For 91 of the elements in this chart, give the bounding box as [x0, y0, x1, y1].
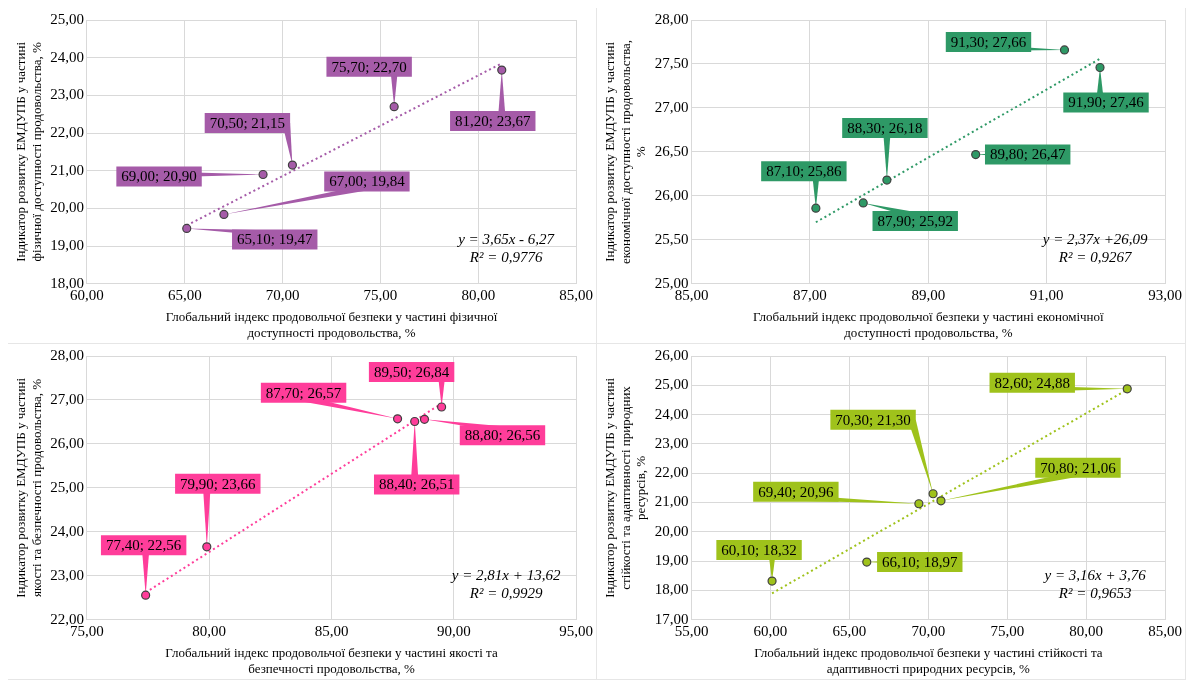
x-tick-label: 80,00: [1069, 622, 1104, 639]
y-tick-label: 25,00: [50, 478, 84, 495]
annotation: y = 3,65x - 6,27: [456, 230, 556, 247]
x-tick-label: 91,00: [1029, 286, 1064, 303]
x-axis-title: Глобальний індекс продовольчої безпеки у частині фізичної доступності продовольства, %: [165, 309, 498, 340]
y-tick-label: 18,00: [654, 581, 689, 598]
x-tick-label: 60,00: [753, 622, 788, 639]
y-tick-label: 22,00: [50, 610, 84, 627]
annotation: y = 2,81x + 13,62: [449, 566, 561, 583]
y-tick-label: 20,00: [50, 199, 84, 216]
x-axis-title: Глобальний індекс продовольчої безпеки у частині економічної доступності продовольства, %: [753, 309, 1104, 340]
y-tick-label: 23,00: [50, 86, 84, 103]
y-tick-label: 26,00: [654, 346, 689, 363]
y-tick-label: 22,00: [654, 464, 689, 481]
data-label: 70,30; 21,30: [835, 411, 911, 428]
x-tick-label: 85,00: [1148, 622, 1182, 639]
y-tick-label: 21,00: [654, 493, 689, 510]
y-tick-label: 25,00: [654, 274, 689, 291]
x-tick-label: 90,00: [436, 622, 471, 639]
x-tick-label: 70,00: [911, 622, 946, 639]
data-label: 79,90; 23,66: [180, 475, 256, 492]
y-tick-label: 19,00: [50, 237, 84, 254]
y-tick-label: 27,00: [50, 390, 84, 407]
data-label: 89,50; 26,84: [373, 363, 450, 380]
data-label: 91,90; 27,46: [1068, 94, 1145, 111]
x-tick-label: 80,00: [192, 622, 227, 639]
y-tick-label: 26,00: [50, 434, 84, 451]
y-axis-title: Індикатор розвитку ЕМДУПБ у частині стійкості та адаптивності природних ресурсів, %: [602, 377, 649, 598]
y-tick-label: 23,00: [50, 566, 84, 583]
x-tick-label: 75,00: [990, 622, 1025, 639]
data-label: 66,10; 18,97: [882, 553, 958, 570]
y-tick-label: 26,50: [654, 142, 689, 159]
x-tick-label: 75,00: [363, 286, 398, 303]
y-tick-label: 24,00: [50, 48, 84, 65]
y-tick-label: 25,50: [654, 230, 689, 247]
annotation: R² = 0,9776: [468, 248, 543, 265]
data-label: 70,80; 21,06: [1040, 459, 1117, 476]
y-tick-label: 24,00: [654, 405, 689, 422]
y-tick-label: 21,00: [50, 161, 84, 178]
y-tick-label: 27,00: [654, 98, 689, 115]
x-tick-label: 93,00: [1148, 286, 1182, 303]
y-tick-label: 18,00: [50, 274, 84, 291]
data-label: 89,80; 26,47: [989, 146, 1066, 163]
y-tick-label: 28,00: [50, 346, 84, 363]
x-tick-label: 89,00: [911, 286, 946, 303]
y-tick-label: 20,00: [654, 522, 689, 539]
y-tick-label: 19,00: [654, 552, 689, 569]
x-tick-label: 65,00: [832, 622, 867, 639]
y-tick-label: 24,00: [50, 522, 84, 539]
y-axis-title: Індикатор розвитку ЕМДУПБ у частині фізичної доступності продовольства, %: [13, 41, 44, 262]
data-label: 87,10; 25,86: [766, 163, 843, 180]
data-label: 70,50; 21,15: [209, 115, 286, 132]
annotation: R² = 0,9267: [1057, 248, 1133, 265]
data-label: 82,60; 24,88: [994, 374, 1070, 391]
y-tick-label: 26,00: [654, 186, 689, 203]
annotation: y = 3,16x + 3,76: [1042, 566, 1147, 583]
data-label: 87,70; 26,57: [265, 384, 342, 401]
y-tick-label: 17,00: [654, 610, 689, 627]
data-label: 60,10; 18,32: [721, 542, 797, 559]
data-label: 88,80; 26,56: [464, 427, 541, 444]
data-label: 69,40; 20,96: [758, 483, 835, 500]
data-label: 91,30; 27,66: [950, 33, 1027, 50]
y-axis-title: Індикатор розвитку ЕМДУПБ у частині економічної доступності продовольства, %: [602, 39, 649, 264]
data-label: 75,70; 22,70: [331, 58, 407, 75]
data-label: 77,40; 22,56: [105, 537, 182, 554]
x-tick-label: 85,00: [314, 622, 349, 639]
data-label: 81,20; 23,67: [455, 113, 531, 130]
y-axis-title: Індикатор розвитку ЕМДУПБ у частині якості та безпечності продовольства, %: [13, 377, 44, 598]
data-label: 88,30; 26,18: [847, 119, 923, 136]
x-tick-label: 95,00: [559, 622, 593, 639]
data-label: 69,00; 20,90: [121, 168, 197, 185]
x-tick-label: 70,00: [265, 286, 300, 303]
x-tick-label: 85,00: [559, 286, 593, 303]
annotation: R² = 0,9653: [1057, 584, 1132, 601]
x-tick-label: 80,00: [461, 286, 496, 303]
y-tick-label: 22,00: [50, 123, 84, 140]
x-axis-title: Глобальний індекс продовольчої безпеки у частині стійкості та адаптивності природних ресурсів, %: [754, 645, 1103, 676]
y-tick-label: 27,50: [654, 54, 689, 71]
y-tick-label: 25,00: [50, 10, 84, 27]
x-axis-title: Глобальний індекс продовольчої безпеки у частині якості та безпечності продовольства, %: [165, 645, 498, 676]
x-tick-label: 87,00: [793, 286, 827, 303]
data-label: 88,40; 26,51: [378, 476, 455, 493]
data-label: 67,00; 19,84: [329, 173, 406, 190]
annotation: y = 2,37x +26,09: [1040, 230, 1149, 247]
x-tick-label: 65,00: [167, 286, 202, 303]
data-label: 65,10; 19,47: [237, 231, 313, 248]
y-tick-label: 25,00: [654, 376, 689, 393]
annotation: R² = 0,9929: [468, 584, 543, 601]
y-tick-label: 28,00: [654, 10, 689, 27]
data-label: 87,90; 25,92: [877, 212, 953, 229]
y-tick-label: 23,00: [654, 434, 689, 451]
